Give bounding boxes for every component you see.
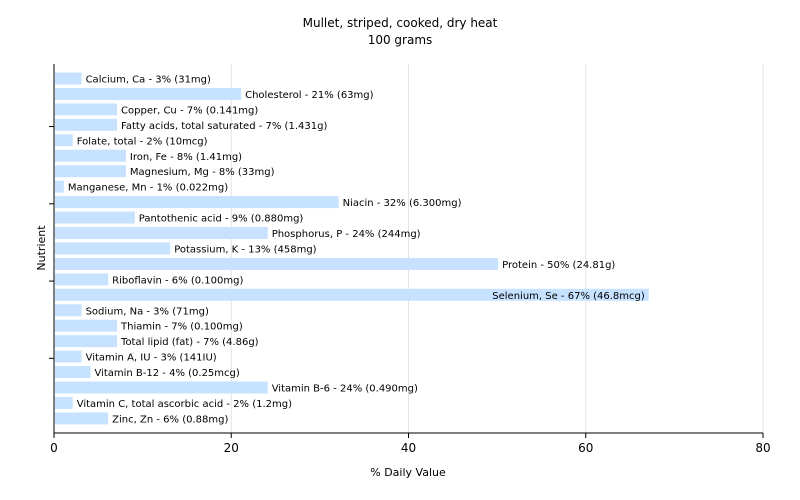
bar-label: Iron, Fe - 8% (1.41mg): [130, 152, 242, 163]
bar-label: Zinc, Zn - 6% (0.88mg): [112, 414, 228, 425]
chart-title: Mullet, striped, cooked, dry heat: [303, 16, 498, 30]
bar-label: Vitamin B-12 - 4% (0.25mcg): [94, 368, 239, 379]
bar-label: Cholesterol - 21% (63mg): [245, 90, 374, 101]
bar-label: Folate, total - 2% (10mcg): [77, 136, 208, 147]
axes: 0 20 40 60 80: [49, 64, 771, 455]
x-tick-label: 0: [50, 441, 58, 455]
bar: [55, 211, 135, 224]
bar-label: Protein - 50% (24.81g): [502, 260, 615, 271]
bar: [55, 242, 171, 255]
x-tick-label: 20: [224, 441, 239, 455]
chart-subtitle: 100 grams: [368, 33, 433, 47]
bar: [55, 350, 82, 363]
bar: [55, 72, 82, 85]
bar-label: Vitamin B-6 - 24% (0.490mg): [272, 384, 418, 395]
x-axis-label: % Daily Value: [370, 466, 446, 479]
bar: [55, 134, 73, 147]
bar: [55, 196, 339, 209]
bar-label: Pantothenic acid - 9% (0.880mg): [139, 214, 304, 225]
bar: [55, 103, 118, 116]
bar: [55, 165, 126, 178]
bar: [55, 319, 118, 332]
bar: [55, 366, 91, 379]
bar: [55, 396, 73, 409]
bar-label: Manganese, Mn - 1% (0.022mg): [68, 183, 228, 194]
y-axis-label: Nutrient: [35, 225, 48, 271]
x-tick-label: 80: [755, 441, 770, 455]
bar-label: Selenium, Se - 67% (46.8mcg): [492, 291, 645, 302]
bar: [55, 304, 82, 317]
bar-label: Niacin - 32% (6.300mg): [343, 198, 462, 209]
bar-label: Vitamin A, IU - 3% (141IU): [86, 353, 217, 364]
bar: [55, 273, 109, 286]
bar-label: Total lipid (fat) - 7% (4.86g): [120, 337, 259, 348]
bar-label: Calcium, Ca - 3% (31mg): [86, 75, 211, 86]
x-tick-label: 40: [401, 441, 416, 455]
bar: [55, 381, 268, 394]
bar-label: Fatty acids, total saturated - 7% (1.431…: [121, 121, 327, 132]
bar: [55, 335, 118, 348]
bar: [55, 412, 109, 425]
bar: [55, 149, 126, 162]
bar-label: Thiamin - 7% (0.100mg): [120, 322, 243, 333]
bar-series: Calcium, Ca - 3% (31mg) Cholesterol - 21%…: [55, 72, 649, 425]
x-tick-label: 60: [578, 441, 593, 455]
bar: [55, 227, 268, 239]
bar: [55, 87, 242, 100]
bar-label: Vitamin C, total ascorbic acid - 2% (1.2…: [77, 399, 292, 410]
bar-label: Riboflavin - 6% (0.100mg): [112, 275, 243, 286]
bar: [55, 257, 499, 270]
bar-label: Magnesium, Mg - 8% (33mg): [130, 167, 275, 178]
bar: [55, 180, 64, 193]
bar-label: Potassium, K - 13% (458mg): [174, 244, 316, 255]
bar: [55, 288, 649, 301]
bar-label: Phosphorus, P - 24% (244mg): [272, 229, 421, 240]
grid-lines: [230, 64, 764, 433]
bar-label: Copper, Cu - 7% (0.141mg): [121, 105, 258, 116]
bar: [55, 118, 118, 131]
bar-label: Sodium, Na - 3% (71mg): [86, 306, 209, 317]
